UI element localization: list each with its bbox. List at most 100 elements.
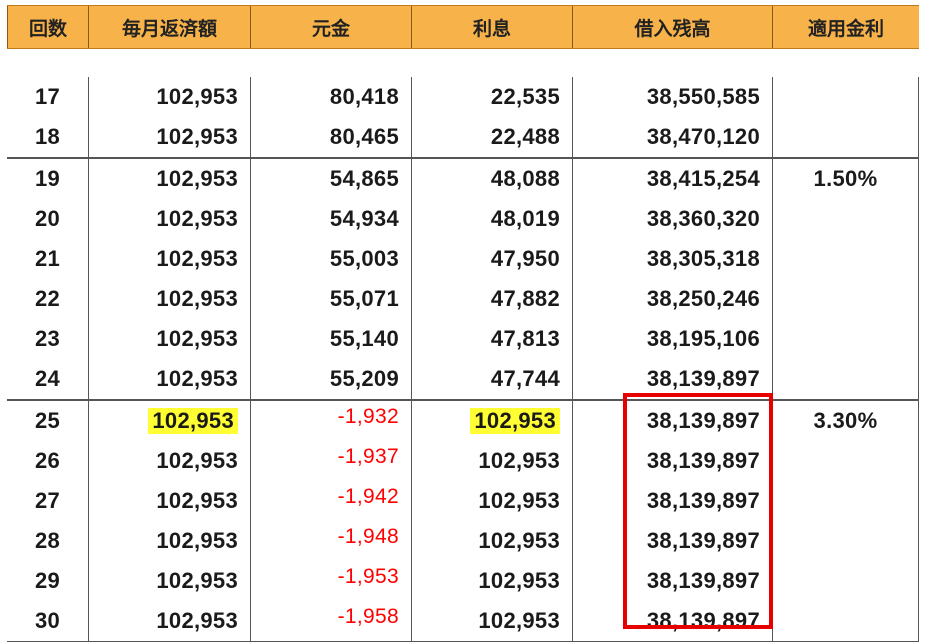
row-payment: 102,953 [89,77,251,117]
table-row: 18 102,953 80,465 22,488 38,470,120 [7,117,919,157]
row-interest: 102,953 [412,401,573,441]
row-payment: 102,953 [89,521,251,561]
header-interest: 利息 [412,6,573,48]
table-row: 22 102,953 55,071 47,882 38,250,246 [7,279,919,319]
row-principal: -1,937 [251,441,412,481]
row-balance: 38,415,254 [573,159,773,199]
header-count: 回数 [7,6,89,48]
row-payment: 102,953 [89,159,251,199]
row-principal: -1,942 [251,481,412,521]
row-principal: 80,418 [251,77,412,117]
header-monthly-payment: 毎月返済額 [89,6,251,48]
row-count: 26 [7,441,89,481]
row-balance: 38,139,897 [573,401,773,441]
row-balance: 38,139,897 [573,561,773,601]
header-principal: 元金 [251,6,412,48]
row-principal: 80,465 [251,117,412,157]
table-row: 17 102,953 80,418 22,535 38,550,585 [7,77,919,117]
row-principal: 55,003 [251,239,412,279]
row-interest: 102,953 [412,441,573,481]
row-count: 30 [7,601,89,641]
table-row: 24 102,953 55,209 47,744 38,139,897 [7,359,919,399]
row-rate [773,117,919,157]
row-count: 29 [7,561,89,601]
row-principal: -1,932 [251,401,412,441]
table-row: 28 102,953 -1,948 102,953 38,139,897 [7,521,919,561]
table-row: 23 102,953 55,140 47,813 38,195,106 [7,319,919,359]
row-group: 19 102,953 54,865 48,088 38,415,254 1.50% 20 10… [7,158,919,400]
row-payment: 102,953 [89,601,251,641]
row-count: 23 [7,319,89,359]
row-balance: 38,250,246 [573,279,773,319]
row-rate [773,561,919,601]
row-count: 20 [7,199,89,239]
table-row: 21 102,953 55,003 47,950 38,305,318 [7,239,919,279]
row-rate [773,239,919,279]
row-principal: -1,958 [251,601,412,641]
row-interest: 102,953 [412,521,573,561]
header-balance: 借入残高 [573,6,773,48]
row-rate [773,601,919,641]
row-count: 27 [7,481,89,521]
row-rate [773,359,919,399]
table-row: 19 102,953 54,865 48,088 38,415,254 1.50% [7,159,919,199]
row-count: 22 [7,279,89,319]
row-principal: 54,865 [251,159,412,199]
row-principal: -1,948 [251,521,412,561]
row-payment: 102,953 [89,199,251,239]
row-payment: 102,953 [89,279,251,319]
highlighted-value: 102,953 [148,408,238,434]
row-interest: 47,744 [412,359,573,399]
row-interest: 47,950 [412,239,573,279]
row-principal: -1,953 [251,561,412,601]
table-row: 25 102,953 -1,932 102,953 38,139,897 3.30% [7,401,919,441]
row-interest: 102,953 [412,561,573,601]
row-interest: 22,535 [412,77,573,117]
table-row: 26 102,953 -1,937 102,953 38,139,897 [7,441,919,481]
row-count: 18 [7,117,89,157]
row-group: 25 102,953 -1,932 102,953 38,139,897 3.30% 26 1… [7,400,919,642]
row-payment: 102,953 [89,319,251,359]
row-payment: 102,953 [89,441,251,481]
table-body: 17 102,953 80,418 22,535 38,550,585 18 102,953… [7,77,919,642]
row-interest: 47,813 [412,319,573,359]
row-payment: 102,953 [89,561,251,601]
highlighted-value: 102,953 [470,408,560,434]
repayment-table: 回数 毎月返済額 元金 利息 借入残高 適用金利 17 102,953 80,418… [7,5,919,642]
row-count: 19 [7,159,89,199]
row-rate [773,199,919,239]
row-payment: 102,953 [89,117,251,157]
row-count: 28 [7,521,89,561]
row-interest: 22,488 [412,117,573,157]
row-payment: 102,953 [89,401,251,441]
row-rate: 3.30% [773,401,919,441]
row-rate [773,279,919,319]
table-header: 回数 毎月返済額 元金 利息 借入残高 適用金利 [7,5,919,49]
row-balance: 38,139,897 [573,441,773,481]
row-interest: 48,019 [412,199,573,239]
row-rate [773,77,919,117]
row-payment: 102,953 [89,359,251,399]
row-count: 25 [7,401,89,441]
row-rate: 1.50% [773,159,919,199]
row-interest: 48,088 [412,159,573,199]
row-balance: 38,195,106 [573,319,773,359]
row-interest: 102,953 [412,481,573,521]
row-balance: 38,470,120 [573,117,773,157]
row-balance: 38,550,585 [573,77,773,117]
row-rate [773,441,919,481]
table-row: 27 102,953 -1,942 102,953 38,139,897 [7,481,919,521]
row-principal: 55,140 [251,319,412,359]
table-row: 29 102,953 -1,953 102,953 38,139,897 [7,561,919,601]
row-balance: 38,360,320 [573,199,773,239]
row-balance: 38,305,318 [573,239,773,279]
row-principal: 54,934 [251,199,412,239]
table-row: 30 102,953 -1,958 102,953 38,139,897 [7,601,919,641]
row-interest: 102,953 [412,601,573,641]
table-row: 20 102,953 54,934 48,019 38,360,320 [7,199,919,239]
row-count: 21 [7,239,89,279]
row-count: 17 [7,77,89,117]
row-group: 17 102,953 80,418 22,535 38,550,585 18 102,953… [7,77,919,158]
row-rate [773,481,919,521]
balance-highlight-box [623,393,773,629]
